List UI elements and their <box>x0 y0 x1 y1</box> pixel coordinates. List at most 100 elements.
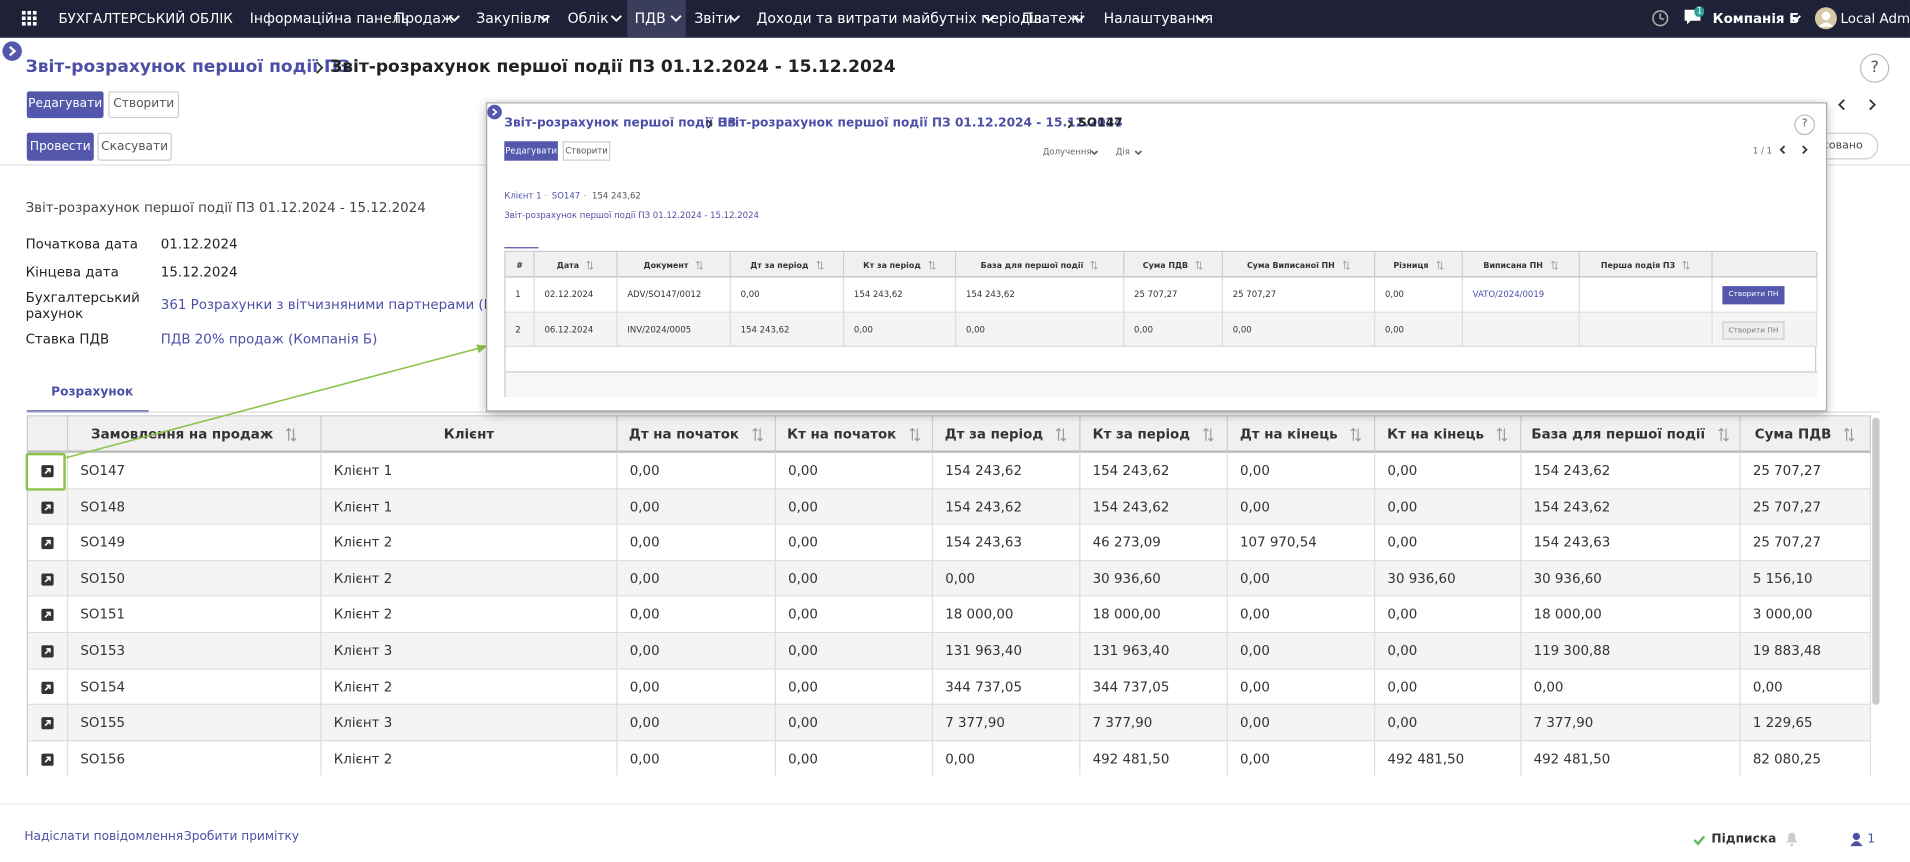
user-name[interactable]: Local Admin <box>1840 10 1910 27</box>
popup-create-button[interactable]: Створити <box>562 141 611 161</box>
cell-text: 0,00 <box>629 570 660 587</box>
followers-icon[interactable] <box>1850 832 1863 847</box>
open-record-icon[interactable] <box>41 537 54 550</box>
header-label[interactable]: Сума ПДВ <box>1754 426 1832 442</box>
popup-header-label[interactable]: Сума Виписаної ПН <box>1246 259 1335 270</box>
edit-button[interactable]: Редагувати <box>26 91 104 119</box>
open-record-icon[interactable] <box>41 501 54 514</box>
cell-text: 0,00 <box>1240 498 1270 515</box>
popup-header-label[interactable]: Перша подія ПЗ <box>1600 259 1676 270</box>
follow-button[interactable]: Підписка <box>1711 832 1777 847</box>
table-row[interactable] <box>28 705 1872 742</box>
cancel-button[interactable]: Скасувати <box>97 132 172 161</box>
log-note[interactable]: Зробити примітку <box>183 830 300 844</box>
clock-icon[interactable] <box>1652 10 1669 27</box>
company-switch[interactable]: Компанія Б <box>1712 10 1800 27</box>
open-record-icon[interactable] <box>41 609 54 622</box>
cell-border <box>1079 488 1081 525</box>
open-record-icon[interactable] <box>41 753 54 766</box>
table-row[interactable] <box>28 741 1872 776</box>
open-record-icon[interactable] <box>41 645 54 658</box>
send-message[interactable]: Надіслати повідомлення <box>24 830 184 844</box>
table-row[interactable] <box>28 561 1872 598</box>
popup-header-label[interactable]: Документ <box>643 259 689 270</box>
popup-edit-button[interactable]: Редагувати <box>504 141 558 161</box>
header-label[interactable]: Кт на початок <box>787 426 897 442</box>
menu-item[interactable]: Продаж <box>394 9 454 27</box>
create-invoice-button[interactable]: Створити ПН <box>1722 286 1785 305</box>
header-label[interactable]: Кт за період <box>1092 426 1191 442</box>
header-label[interactable]: Клієнт <box>443 426 495 442</box>
popup-cell-text[interactable]: VATO/2024/0019 <box>1472 289 1545 300</box>
menu-item[interactable]: Налаштування <box>1103 9 1214 27</box>
popup-header-label[interactable]: Виписана ПН <box>1483 259 1543 270</box>
popup-breadcrumb-link[interactable]: Звіт-розрахунок першої події ПЗ <box>504 116 737 131</box>
cell-border <box>320 488 322 525</box>
popup-dropdown[interactable]: Долучення <box>1042 147 1092 158</box>
followers-count[interactable]: 1 <box>1867 832 1876 847</box>
confirm-button[interactable]: Провести <box>26 132 94 161</box>
cell-text: 25 707,27 <box>1752 534 1822 551</box>
popup-header-label[interactable]: База для першої події <box>980 259 1084 270</box>
header-label[interactable]: Дт на кінець <box>1239 426 1338 442</box>
header-label[interactable]: Кт на кінець <box>1387 426 1484 442</box>
apps-icon[interactable] <box>21 10 37 26</box>
popup-breadcrumb-link[interactable]: Звіт-розрахунок першої події ПЗ 01.12.20… <box>718 116 1123 131</box>
table-row[interactable] <box>28 633 1872 670</box>
open-record-icon[interactable] <box>41 465 54 478</box>
popup-table-row[interactable] <box>505 312 1818 347</box>
cell-text: 492 481,50 <box>1387 750 1465 767</box>
table-row[interactable] <box>28 669 1872 706</box>
create-invoice-button[interactable]: Створити ПН <box>1722 321 1785 340</box>
popup-cell-text: 02.12.2024 <box>544 289 594 300</box>
bell-icon[interactable] <box>1785 832 1798 847</box>
open-record-icon[interactable] <box>41 573 54 586</box>
field-value[interactable]: ПДВ 20% продаж (Компанія Б) <box>160 331 378 347</box>
cell-text: 0,00 <box>1387 678 1418 695</box>
popup-table-row[interactable] <box>505 277 1818 313</box>
popup-header-label[interactable]: Дт за період <box>750 259 809 270</box>
menu-item[interactable]: Облік <box>567 9 609 27</box>
chat-badge: 1 <box>1694 6 1705 18</box>
create-button[interactable]: Створити <box>108 91 180 119</box>
menu-item[interactable]: Інформаційна панель <box>249 9 410 27</box>
open-record-icon[interactable] <box>41 717 54 730</box>
menu-item[interactable]: Платежі <box>1021 9 1084 27</box>
breadcrumb-link[interactable]: Звіт-розрахунок першої події ПЗ <box>25 57 351 77</box>
cell-text: 154 243,62 <box>1533 498 1611 515</box>
popup-header-label[interactable]: Різниця <box>1393 259 1429 270</box>
sort-icon <box>928 260 936 270</box>
table-row[interactable] <box>28 597 1872 634</box>
cell-border <box>616 277 618 313</box>
chatter-toggle[interactable] <box>2 41 22 61</box>
header-label[interactable]: Дт на початок <box>628 426 740 442</box>
popup-header-label[interactable]: # <box>516 259 523 270</box>
table-row[interactable] <box>28 488 1872 525</box>
popup-help[interactable]: ? <box>1794 114 1815 136</box>
field-value[interactable]: 361 Розрахунки з вітчизняними партнерами… <box>160 297 568 313</box>
popup-info[interactable]: Клієнт 1 <box>504 191 542 201</box>
menu-item[interactable]: Звіти <box>694 9 733 27</box>
menu-item[interactable]: Доходи та витрати майбутніх періодів <box>756 9 1043 27</box>
menu-item[interactable]: ПДВ <box>634 9 666 27</box>
tab[interactable]: Розрахунок <box>51 385 134 400</box>
popup-header-label[interactable]: Кт за період <box>863 259 921 270</box>
popup-info[interactable]: SO147 <box>551 191 581 201</box>
popup-link[interactable]: Звіт-розрахунок першої події ПЗ 01.12.20… <box>504 210 759 221</box>
chatter-toggle[interactable] <box>487 104 502 120</box>
header-label[interactable]: Замовлення на продаж <box>91 426 274 442</box>
menu-item[interactable]: Закупівля <box>476 9 550 27</box>
table-row[interactable] <box>28 452 1872 489</box>
cell-border <box>1226 741 1228 776</box>
cell-text: 154 243,62 <box>945 498 1022 515</box>
help-button[interactable]: ? <box>1860 53 1890 83</box>
popup-dropdown[interactable]: Дія <box>1115 147 1130 158</box>
table-row[interactable] <box>28 524 1872 562</box>
header-label[interactable]: База для першої події <box>1531 426 1706 442</box>
cell-border <box>1739 633 1741 670</box>
popup-header-label[interactable]: Сума ПДВ <box>1142 259 1189 270</box>
cell-text: 0,00 <box>1240 750 1270 767</box>
popup-header-label[interactable]: Дата <box>556 259 580 270</box>
header-label[interactable]: Дт за період <box>944 426 1044 442</box>
open-record-icon[interactable] <box>41 681 54 694</box>
